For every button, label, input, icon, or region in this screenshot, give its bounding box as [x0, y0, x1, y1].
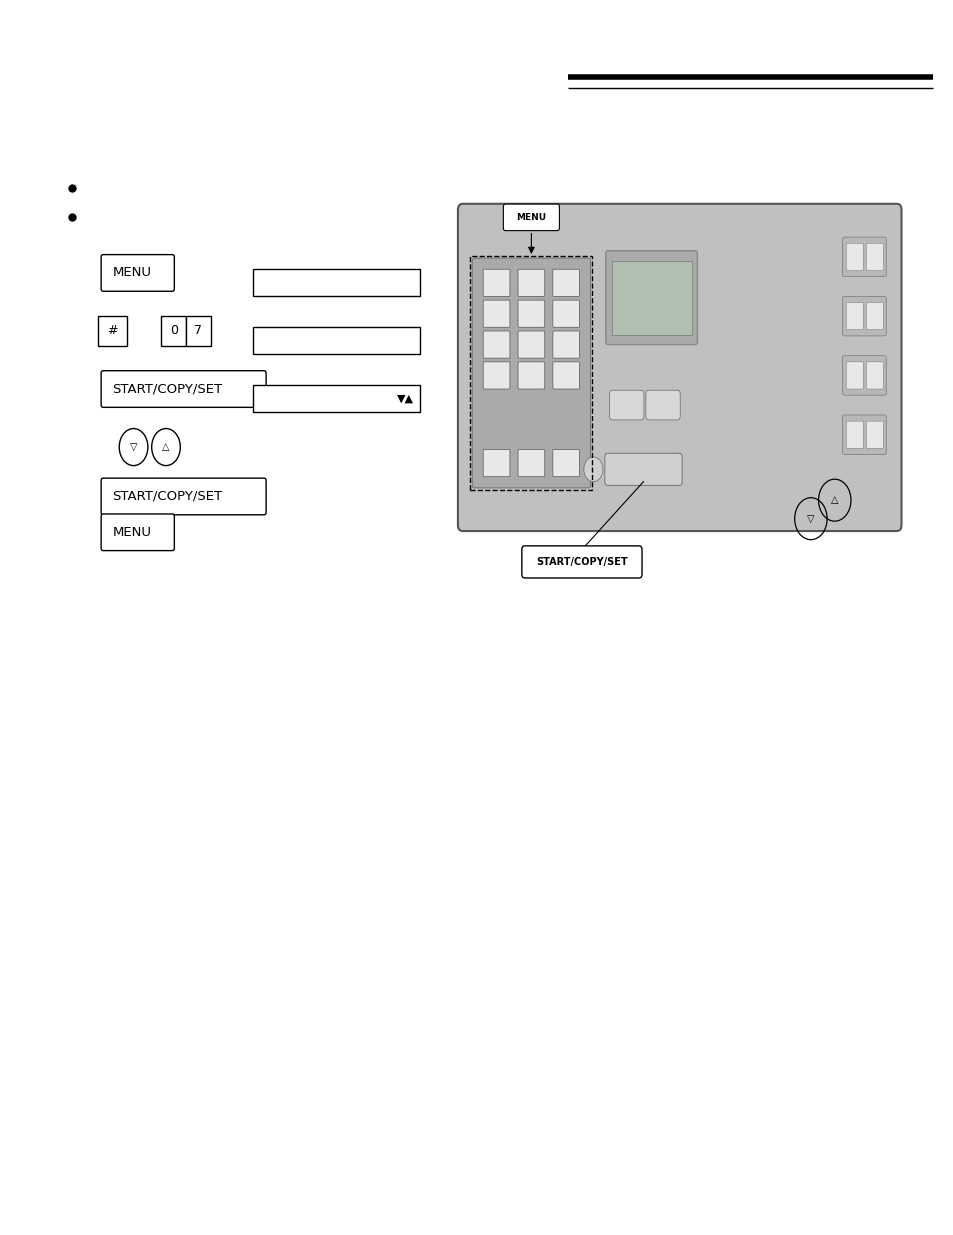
FancyBboxPatch shape [517, 331, 544, 358]
FancyBboxPatch shape [845, 303, 862, 330]
FancyBboxPatch shape [553, 300, 578, 327]
FancyBboxPatch shape [841, 415, 885, 454]
FancyBboxPatch shape [101, 370, 266, 408]
Bar [470, 256, 592, 490]
FancyBboxPatch shape [865, 362, 882, 389]
FancyBboxPatch shape [553, 269, 578, 296]
Bar [611, 261, 691, 335]
Bar [253, 385, 419, 412]
FancyBboxPatch shape [605, 251, 697, 345]
FancyBboxPatch shape [457, 204, 901, 531]
Text: 7: 7 [194, 325, 202, 337]
FancyBboxPatch shape [845, 243, 862, 270]
FancyBboxPatch shape [845, 421, 862, 448]
Text: △: △ [830, 495, 838, 505]
Text: ▽: ▽ [806, 514, 814, 524]
Text: START/COPY/SET: START/COPY/SET [112, 490, 222, 503]
FancyBboxPatch shape [482, 300, 509, 327]
FancyBboxPatch shape [553, 362, 578, 389]
FancyBboxPatch shape [482, 362, 509, 389]
FancyBboxPatch shape [482, 450, 509, 477]
FancyBboxPatch shape [604, 453, 681, 485]
FancyBboxPatch shape [845, 362, 862, 389]
FancyBboxPatch shape [101, 478, 266, 515]
Text: ▼▲: ▼▲ [396, 394, 414, 404]
Bar [98, 316, 127, 346]
FancyBboxPatch shape [841, 296, 885, 336]
FancyBboxPatch shape [517, 269, 544, 296]
FancyBboxPatch shape [482, 269, 509, 296]
FancyBboxPatch shape [503, 204, 558, 231]
FancyBboxPatch shape [101, 254, 174, 291]
FancyBboxPatch shape [609, 390, 643, 420]
Text: MENU: MENU [112, 267, 152, 279]
FancyBboxPatch shape [865, 421, 882, 448]
FancyBboxPatch shape [865, 243, 882, 270]
FancyBboxPatch shape [553, 450, 578, 477]
FancyBboxPatch shape [521, 546, 641, 578]
Text: START/COPY/SET: START/COPY/SET [536, 557, 627, 567]
Text: #: # [107, 325, 118, 337]
Text: MENU: MENU [112, 526, 152, 538]
Text: MENU: MENU [516, 212, 546, 222]
FancyBboxPatch shape [101, 514, 174, 551]
FancyBboxPatch shape [517, 362, 544, 389]
FancyBboxPatch shape [517, 300, 544, 327]
Bar [253, 269, 419, 296]
FancyBboxPatch shape [841, 237, 885, 277]
FancyBboxPatch shape [472, 258, 590, 488]
Text: START/COPY/SET: START/COPY/SET [112, 383, 222, 395]
Text: ▽: ▽ [130, 442, 137, 452]
FancyBboxPatch shape [841, 356, 885, 395]
Bar [161, 316, 186, 346]
FancyBboxPatch shape [517, 450, 544, 477]
FancyBboxPatch shape [482, 331, 509, 358]
Text: 0: 0 [170, 325, 177, 337]
FancyBboxPatch shape [553, 331, 578, 358]
Bar [253, 327, 419, 354]
Bar [186, 316, 211, 346]
FancyBboxPatch shape [865, 303, 882, 330]
Text: △: △ [162, 442, 170, 452]
Circle shape [583, 457, 602, 482]
FancyBboxPatch shape [645, 390, 679, 420]
